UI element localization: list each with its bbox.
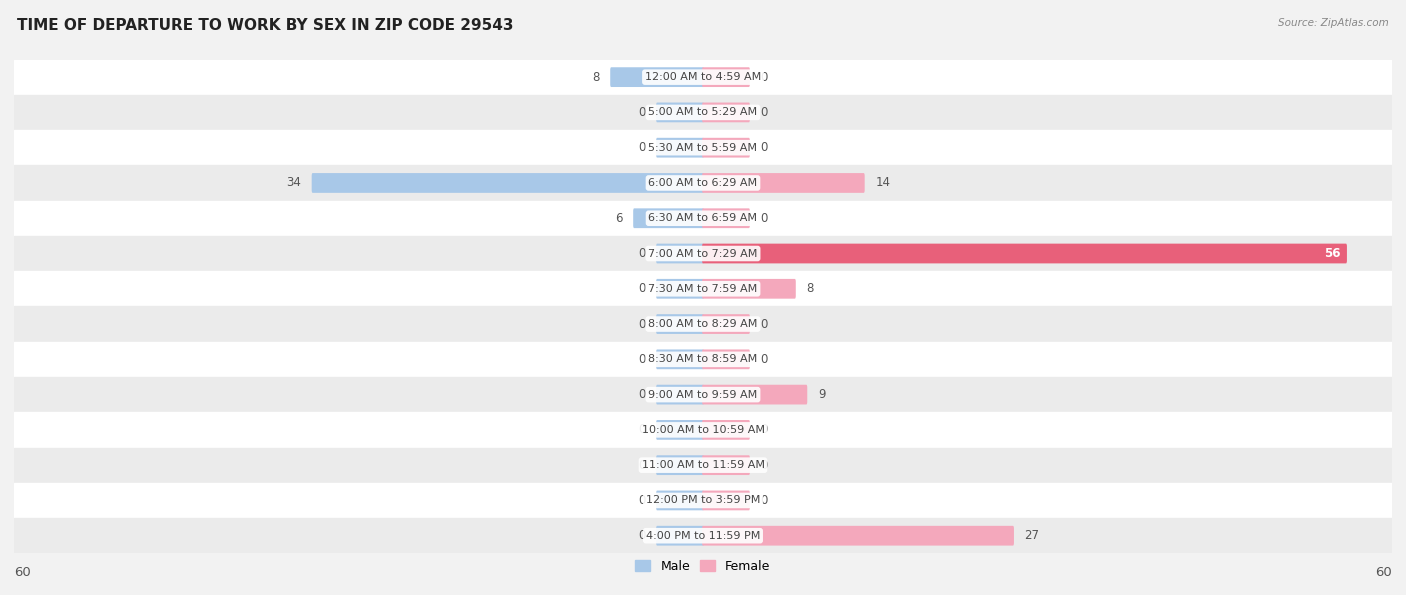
Text: 7:30 AM to 7:59 AM: 7:30 AM to 7:59 AM (648, 284, 758, 294)
Bar (14, 271, 1392, 306)
Text: 60: 60 (1375, 566, 1392, 579)
Text: 0: 0 (761, 494, 768, 507)
Text: 34: 34 (287, 177, 301, 189)
Text: 0: 0 (638, 459, 645, 472)
FancyBboxPatch shape (702, 349, 749, 369)
Text: 14: 14 (875, 177, 890, 189)
Text: 0: 0 (638, 141, 645, 154)
Text: 5:00 AM to 5:29 AM: 5:00 AM to 5:29 AM (648, 108, 758, 117)
Text: 0: 0 (761, 353, 768, 366)
Text: 6:30 AM to 6:59 AM: 6:30 AM to 6:59 AM (648, 213, 758, 223)
Text: 0: 0 (638, 247, 645, 260)
Text: 8: 8 (592, 71, 599, 84)
Text: 9:00 AM to 9:59 AM: 9:00 AM to 9:59 AM (648, 390, 758, 400)
FancyBboxPatch shape (702, 490, 749, 511)
FancyBboxPatch shape (702, 526, 1014, 546)
FancyBboxPatch shape (657, 314, 704, 334)
Text: TIME OF DEPARTURE TO WORK BY SEX IN ZIP CODE 29543: TIME OF DEPARTURE TO WORK BY SEX IN ZIP … (17, 18, 513, 33)
Text: Source: ZipAtlas.com: Source: ZipAtlas.com (1278, 18, 1389, 28)
Text: 0: 0 (638, 318, 645, 331)
Bar (14, 342, 1392, 377)
Bar (14, 165, 1392, 201)
Text: 0: 0 (638, 529, 645, 542)
FancyBboxPatch shape (633, 208, 704, 228)
Bar (14, 447, 1392, 483)
FancyBboxPatch shape (702, 420, 749, 440)
Text: 8:30 AM to 8:59 AM: 8:30 AM to 8:59 AM (648, 355, 758, 364)
FancyBboxPatch shape (657, 385, 704, 405)
FancyBboxPatch shape (657, 279, 704, 299)
Text: 0: 0 (761, 424, 768, 436)
Text: 0: 0 (638, 494, 645, 507)
FancyBboxPatch shape (702, 243, 1347, 264)
Text: 0: 0 (638, 282, 645, 295)
Bar (14, 306, 1392, 342)
Text: 8:00 AM to 8:29 AM: 8:00 AM to 8:29 AM (648, 319, 758, 329)
Text: 0: 0 (638, 106, 645, 119)
Text: 6:00 AM to 6:29 AM: 6:00 AM to 6:29 AM (648, 178, 758, 188)
Text: 0: 0 (761, 141, 768, 154)
Text: 0: 0 (761, 459, 768, 472)
Text: 6: 6 (614, 212, 623, 225)
FancyBboxPatch shape (657, 455, 704, 475)
Text: 7:00 AM to 7:29 AM: 7:00 AM to 7:29 AM (648, 249, 758, 258)
FancyBboxPatch shape (702, 455, 749, 475)
FancyBboxPatch shape (702, 314, 749, 334)
Text: 56: 56 (1324, 247, 1340, 260)
FancyBboxPatch shape (702, 173, 865, 193)
Text: 12:00 PM to 3:59 PM: 12:00 PM to 3:59 PM (645, 496, 761, 505)
FancyBboxPatch shape (702, 385, 807, 405)
Text: 5:30 AM to 5:59 AM: 5:30 AM to 5:59 AM (648, 143, 758, 153)
FancyBboxPatch shape (657, 243, 704, 264)
FancyBboxPatch shape (657, 138, 704, 158)
Bar (14, 518, 1392, 553)
Bar (14, 236, 1392, 271)
FancyBboxPatch shape (610, 67, 704, 87)
Text: 8: 8 (807, 282, 814, 295)
FancyBboxPatch shape (702, 208, 749, 228)
Bar (14, 201, 1392, 236)
Text: 0: 0 (761, 106, 768, 119)
Bar (14, 95, 1392, 130)
FancyBboxPatch shape (657, 349, 704, 369)
FancyBboxPatch shape (657, 526, 704, 546)
FancyBboxPatch shape (657, 102, 704, 123)
Text: 0: 0 (638, 424, 645, 436)
Text: 60: 60 (14, 566, 31, 579)
FancyBboxPatch shape (702, 67, 749, 87)
Text: 0: 0 (761, 318, 768, 331)
FancyBboxPatch shape (657, 490, 704, 511)
Legend: Male, Female: Male, Female (631, 556, 775, 577)
Text: 0: 0 (761, 71, 768, 84)
Bar (14, 130, 1392, 165)
Text: 27: 27 (1025, 529, 1039, 542)
FancyBboxPatch shape (702, 102, 749, 123)
Text: 11:00 AM to 11:59 AM: 11:00 AM to 11:59 AM (641, 460, 765, 470)
FancyBboxPatch shape (312, 173, 704, 193)
Text: 4:00 PM to 11:59 PM: 4:00 PM to 11:59 PM (645, 531, 761, 541)
Text: 0: 0 (638, 388, 645, 401)
Bar (14, 412, 1392, 447)
Text: 0: 0 (761, 212, 768, 225)
Bar (14, 377, 1392, 412)
Bar (14, 483, 1392, 518)
Text: 0: 0 (638, 353, 645, 366)
Bar (14, 60, 1392, 95)
FancyBboxPatch shape (702, 138, 749, 158)
Text: 10:00 AM to 10:59 AM: 10:00 AM to 10:59 AM (641, 425, 765, 435)
Text: 9: 9 (818, 388, 825, 401)
FancyBboxPatch shape (657, 420, 704, 440)
FancyBboxPatch shape (702, 279, 796, 299)
Text: 12:00 AM to 4:59 AM: 12:00 AM to 4:59 AM (645, 72, 761, 82)
